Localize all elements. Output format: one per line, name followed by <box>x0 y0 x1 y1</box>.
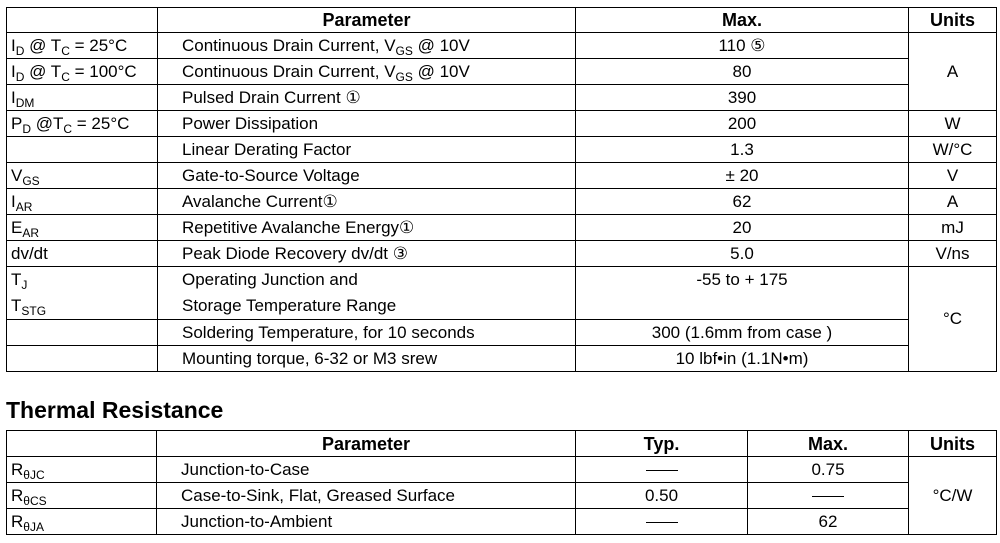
thermal-resistance-table: Parameter Typ. Max. Units RθJC Junction-… <box>6 430 997 535</box>
parameter-cell: Case-to-Sink, Flat, Greased Surface <box>156 482 576 509</box>
symbol-cell <box>6 136 158 163</box>
max-cell: 20 <box>575 214 909 241</box>
symbol-cell <box>6 319 158 346</box>
symbol-cell: PD @TC = 25°C <box>6 110 158 137</box>
parameter-cell: Junction-to-Ambient <box>156 508 576 535</box>
table-row: RθCS Case-to-Sink, Flat, Greased Surface… <box>6 482 997 509</box>
table-row: Linear Derating Factor 1.3 W/°C <box>6 136 997 163</box>
max-cell <box>747 482 909 509</box>
max-cell: 0.75 <box>747 456 909 483</box>
symbol-cell: VGS <box>6 162 158 189</box>
symbol-cell: ID @ TC = 100°C <box>6 58 158 85</box>
units-cell: W <box>908 110 997 137</box>
max-cell: 200 <box>575 110 909 137</box>
table-row: RθJA Junction-to-Ambient 62 <box>6 508 997 535</box>
units-cell: A <box>908 32 997 111</box>
symbol-cell: RθJA <box>6 508 157 535</box>
typ-cell <box>575 456 748 483</box>
table-row: TJ TSTG Operating Junction and Storage T… <box>6 266 997 372</box>
parameter-cell: Peak Diode Recovery dv/dt ③ <box>157 240 576 267</box>
typ-cell <box>575 508 748 535</box>
symbol-cell <box>6 345 158 372</box>
symbol-cell: ID @ TC = 25°C <box>6 32 158 59</box>
max-cell: 300 (1.6mm from case ) <box>575 319 909 346</box>
units-cell: V <box>908 162 997 189</box>
table-row: Soldering Temperature, for 10 seconds 30… <box>6 319 997 346</box>
parameter-cell: Soldering Temperature, for 10 seconds <box>157 319 576 346</box>
max-cell: 62 <box>575 188 909 215</box>
parameter-cell: Junction-to-Case <box>156 456 576 483</box>
typ-cell: 0.50 <box>575 482 748 509</box>
parameter-cell: Gate-to-Source Voltage <box>157 162 576 189</box>
parameter-cell: Continuous Drain Current, VGS @ 10V <box>157 58 576 85</box>
table-row: Mounting torque, 6-32 or M3 srew 10 lbf•… <box>6 345 997 372</box>
max-cell: 80 <box>575 58 909 85</box>
table-header-row: Parameter Typ. Max. Units <box>6 430 997 457</box>
max-cell: ± 20 <box>575 162 909 189</box>
table-row: dv/dt Peak Diode Recovery dv/dt ③ 5.0 V/… <box>6 240 997 267</box>
parameter-cell: Avalanche Current① <box>157 188 576 215</box>
table-row: ID @ TC = 25°C Continuous Drain Current,… <box>6 32 997 111</box>
table-header-row: Parameter Max. Units <box>6 7 997 33</box>
units-cell: W/°C <box>908 136 997 163</box>
units-cell: mJ <box>908 214 997 241</box>
dash-mark <box>645 521 678 523</box>
parameter-cell: Linear Derating Factor <box>157 136 576 163</box>
units-cell: V/ns <box>908 240 997 267</box>
parameter-cell: Continuous Drain Current, VGS @ 10V <box>157 32 576 59</box>
symbol-cell: RθCS <box>6 482 157 509</box>
parameter-cell: Mounting torque, 6-32 or M3 srew <box>157 345 576 372</box>
max-cell: 5.0 <box>575 240 909 267</box>
max-cell: 10 lbf•in (1.1N•m) <box>575 345 909 372</box>
max-header: Max. <box>575 7 909 33</box>
max-cell: 62 <box>747 508 909 535</box>
max-cell: 390 <box>575 84 909 111</box>
symbol-header <box>6 7 158 33</box>
max-cell: 110 ⑤ <box>575 32 909 59</box>
parameter-cell: Power Dissipation <box>157 110 576 137</box>
dash-mark <box>645 469 678 471</box>
symbol-header <box>6 430 157 457</box>
units-header: Units <box>908 430 997 457</box>
units-cell: A <box>908 188 997 215</box>
typ-header: Typ. <box>575 430 748 457</box>
absolute-max-ratings-table: Parameter Max. Units ID @ TC = 25°C Cont… <box>6 7 997 372</box>
table-row: IDM Pulsed Drain Current ① 390 <box>6 84 997 111</box>
table-row: ID @ TC = 100°C Continuous Drain Current… <box>6 58 997 85</box>
table-row: RθJC Junction-to-Case 0.75 °C/W <box>6 456 997 535</box>
parameter-cell: Operating Junction and Storage Temperatu… <box>157 266 576 320</box>
table-row: IAR Avalanche Current① 62 A <box>6 188 997 215</box>
parameter-cell: Repetitive Avalanche Energy① <box>157 214 576 241</box>
units-header: Units <box>908 7 997 33</box>
table-row: VGS Gate-to-Source Voltage ± 20 V <box>6 162 997 189</box>
table-row: EAR Repetitive Avalanche Energy① 20 mJ <box>6 214 997 241</box>
max-cell: 1.3 <box>575 136 909 163</box>
units-cell: °C <box>908 266 997 372</box>
symbol-cell: TJ TSTG <box>6 266 158 320</box>
symbol-cell: dv/dt <box>6 240 158 267</box>
section-title: Thermal Resistance <box>6 397 224 423</box>
parameter-cell: Pulsed Drain Current ① <box>157 84 576 111</box>
parameter-header: Parameter <box>157 7 576 33</box>
table-row: PD @TC = 25°C Power Dissipation 200 W <box>6 110 997 137</box>
symbol-cell: IAR <box>6 188 158 215</box>
units-cell: °C/W <box>908 456 997 535</box>
symbol-cell: RθJC <box>6 456 157 483</box>
symbol-cell: IDM <box>6 84 158 111</box>
parameter-header: Parameter <box>156 430 576 457</box>
dash-mark <box>812 495 844 497</box>
max-header: Max. <box>747 430 909 457</box>
max-cell: -55 to + 175 <box>575 266 909 320</box>
symbol-cell: EAR <box>6 214 158 241</box>
